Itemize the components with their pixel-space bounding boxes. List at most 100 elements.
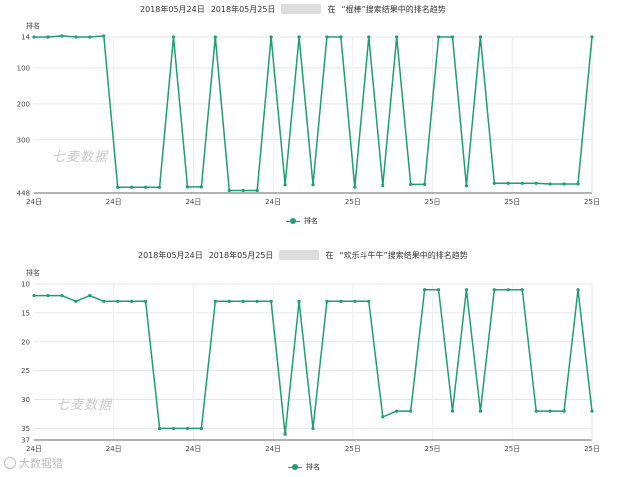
legend-line-icon bbox=[288, 463, 302, 471]
data-point bbox=[562, 182, 566, 186]
title-prefix: 在 bbox=[327, 5, 336, 14]
data-point bbox=[157, 185, 162, 189]
data-point bbox=[283, 183, 287, 187]
watermark-logo-icon bbox=[4, 457, 16, 469]
data-point bbox=[325, 35, 329, 39]
data-point bbox=[478, 35, 482, 39]
data-point bbox=[171, 426, 176, 431]
data-point bbox=[102, 34, 106, 38]
legend[interactable]: 排名 bbox=[288, 462, 320, 472]
data-point bbox=[548, 409, 552, 413]
y-axis-label: 排名 bbox=[26, 268, 40, 277]
y-tick-label: 448 bbox=[17, 190, 30, 198]
footer-watermark: 大数据猎 bbox=[4, 455, 63, 471]
x-tick-label: 24日 bbox=[106, 445, 122, 453]
y-tick-label: 10 bbox=[21, 281, 30, 289]
data-point bbox=[395, 35, 399, 39]
chart-title: 2018年05月24日 2018年05月25日 在 “棍棒”搜索结果中的排名趋势 bbox=[140, 4, 446, 15]
footer-watermark-text: 大数据猎 bbox=[19, 457, 63, 470]
y-tick-label: 25 bbox=[21, 367, 30, 375]
chart-watermark: 七麦数据 bbox=[56, 398, 113, 413]
series-line bbox=[34, 289, 593, 435]
data-point bbox=[534, 409, 538, 413]
data-point bbox=[409, 409, 413, 413]
data-point bbox=[562, 409, 566, 413]
data-point bbox=[339, 35, 343, 39]
y-tick-label: 100 bbox=[17, 64, 30, 72]
title-date-to: 2018年05月25日 bbox=[210, 5, 276, 14]
x-tick-label: 25日 bbox=[584, 198, 600, 206]
data-point bbox=[88, 293, 92, 298]
data-point bbox=[60, 34, 64, 38]
x-tick-label: 24日 bbox=[265, 445, 281, 453]
chart-panel-2: 2018年05月24日 2018年05月25日 在 “欢乐斗牛牛”搜索结果中的排… bbox=[0, 244, 622, 477]
data-point bbox=[297, 35, 301, 39]
y-tick-label: 35 bbox=[21, 425, 30, 433]
y-axis-label: 排名 bbox=[26, 21, 40, 30]
series-line bbox=[34, 35, 593, 192]
data-point bbox=[227, 299, 231, 303]
data-point bbox=[590, 409, 594, 413]
data-point bbox=[367, 35, 371, 39]
data-point bbox=[269, 35, 273, 39]
x-tick-label: 25日 bbox=[425, 198, 441, 206]
title-keyword: “棍棒” bbox=[341, 5, 366, 14]
y-tick-label: 14 bbox=[21, 34, 30, 42]
data-point bbox=[241, 188, 245, 193]
data-point bbox=[116, 185, 120, 189]
data-point bbox=[576, 182, 580, 186]
data-point bbox=[157, 426, 162, 431]
data-point bbox=[102, 299, 106, 303]
data-point bbox=[297, 299, 301, 303]
data-point bbox=[353, 299, 357, 303]
data-point bbox=[199, 426, 203, 431]
x-tick-label: 25日 bbox=[345, 198, 361, 206]
data-point bbox=[325, 299, 329, 303]
x-tick-label: 25日 bbox=[504, 445, 520, 453]
data-point bbox=[185, 426, 190, 431]
chart-panel-1: 2018年05月24日 2018年05月25日 在 “棍棒”搜索结果中的排名趋势… bbox=[0, 0, 622, 232]
legend-label: 排名 bbox=[304, 217, 318, 225]
x-tick-label: 24日 bbox=[106, 198, 122, 206]
data-point bbox=[492, 181, 496, 185]
title-prefix: 在 bbox=[325, 251, 334, 260]
x-tick-label: 25日 bbox=[584, 445, 600, 453]
data-point bbox=[311, 426, 315, 431]
x-tick-label: 24日 bbox=[185, 445, 201, 453]
title-date-from: 2018年05月24日 bbox=[138, 251, 203, 260]
data-point bbox=[144, 299, 148, 303]
x-tick-label: 25日 bbox=[425, 445, 441, 453]
x-tick-label: 24日 bbox=[26, 445, 42, 453]
data-point bbox=[353, 185, 357, 189]
data-point bbox=[241, 299, 245, 303]
data-point bbox=[255, 299, 259, 303]
data-point bbox=[423, 288, 427, 292]
data-point bbox=[32, 293, 36, 298]
data-point bbox=[409, 182, 413, 186]
y-tick-label: 20 bbox=[21, 338, 30, 346]
x-tick-label: 24日 bbox=[26, 198, 42, 206]
data-point bbox=[395, 409, 399, 413]
data-point bbox=[492, 288, 496, 292]
legend[interactable]: 排名 bbox=[286, 216, 318, 226]
data-point bbox=[171, 35, 176, 39]
y-tick-label: 15 bbox=[21, 309, 30, 317]
data-point bbox=[590, 35, 594, 39]
data-point bbox=[506, 181, 510, 185]
title-date-from: 2018年05月24日 bbox=[140, 5, 205, 14]
data-point bbox=[450, 409, 455, 413]
data-point bbox=[199, 185, 203, 189]
title-suffix: 搜索结果中的排名趋势 bbox=[365, 5, 446, 14]
data-point bbox=[46, 35, 50, 39]
data-point bbox=[46, 293, 50, 298]
data-point bbox=[423, 182, 427, 186]
data-point bbox=[74, 35, 78, 39]
data-point bbox=[144, 185, 148, 189]
title-keyword: “欢乐斗牛牛” bbox=[339, 251, 388, 260]
data-point bbox=[450, 35, 455, 39]
chart-title: 2018年05月24日 2018年05月25日 在 “欢乐斗牛牛”搜索结果中的排… bbox=[138, 250, 468, 261]
data-point bbox=[464, 288, 469, 292]
data-point bbox=[60, 293, 64, 298]
legend-label: 排名 bbox=[306, 463, 320, 471]
